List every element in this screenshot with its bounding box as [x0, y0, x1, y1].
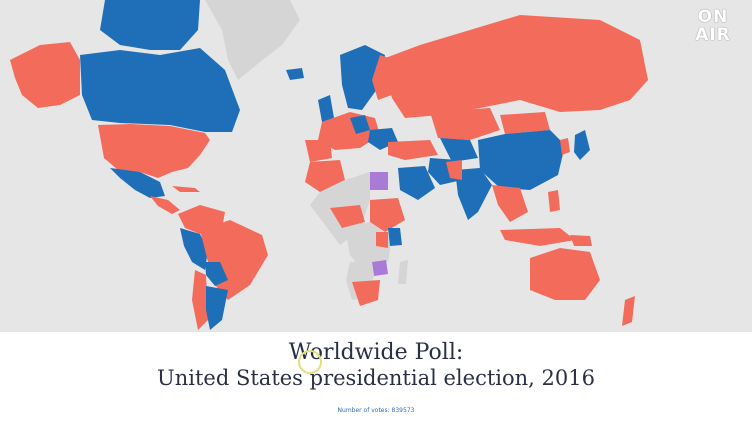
angola[interactable] — [376, 232, 388, 248]
chile[interactable] — [192, 270, 208, 330]
egypt[interactable] — [370, 172, 388, 190]
kazakhstan[interactable] — [430, 108, 500, 140]
se-asia[interactable] — [492, 185, 528, 222]
russia[interactable] — [380, 15, 648, 118]
world-map[interactable]: ON AIR — [0, 0, 752, 332]
north-africa-west[interactable] — [305, 160, 345, 192]
on-air-logo: ON AIR — [680, 8, 746, 44]
bolivia[interactable] — [205, 262, 228, 286]
india[interactable] — [455, 168, 492, 220]
korea[interactable] — [560, 138, 570, 155]
cursor-highlight-icon — [298, 350, 322, 374]
votes-count: Number of votes: 839573 — [337, 407, 415, 414]
madagascar[interactable] — [398, 260, 408, 284]
peru-ecuador[interactable] — [180, 228, 208, 270]
central-asia[interactable] — [440, 138, 478, 162]
australia[interactable] — [530, 248, 600, 300]
central-europe[interactable] — [350, 115, 370, 134]
china[interactable] — [478, 130, 565, 190]
greenland[interactable] — [205, 0, 300, 80]
west-africa[interactable] — [330, 205, 365, 228]
canada[interactable] — [80, 48, 240, 132]
usa[interactable] — [98, 124, 210, 178]
page-title-line1: Worldwide Poll: — [288, 340, 464, 365]
new-zealand[interactable] — [622, 296, 635, 326]
indonesia[interactable] — [500, 228, 575, 246]
central-america[interactable] — [150, 196, 180, 214]
philippines[interactable] — [548, 190, 560, 212]
logo-line1: ON — [697, 7, 729, 27]
world-map-svg[interactable] — [0, 0, 752, 332]
page-title-line2: United States presidential election, 201… — [157, 366, 595, 390]
argentina[interactable] — [206, 286, 228, 330]
scandinavia[interactable] — [340, 45, 385, 110]
logo-line2: AIR — [695, 25, 731, 45]
png[interactable] — [570, 235, 592, 246]
alaska[interactable] — [10, 42, 80, 108]
canada-islands[interactable] — [100, 0, 200, 50]
tanzania[interactable] — [388, 228, 402, 246]
pakistan[interactable] — [446, 160, 462, 180]
mexico[interactable] — [110, 168, 165, 198]
turkey[interactable] — [388, 140, 438, 160]
iberia[interactable] — [305, 140, 332, 162]
saudi[interactable] — [398, 166, 435, 200]
east-africa[interactable] — [370, 198, 405, 232]
uk[interactable] — [318, 95, 334, 122]
zimbabwe[interactable] — [372, 260, 388, 276]
mongolia[interactable] — [500, 112, 550, 134]
caribbean[interactable] — [172, 186, 200, 192]
iceland[interactable] — [286, 68, 304, 80]
info-panel — [0, 332, 752, 423]
south-africa[interactable] — [352, 280, 380, 306]
japan[interactable] — [574, 130, 590, 160]
